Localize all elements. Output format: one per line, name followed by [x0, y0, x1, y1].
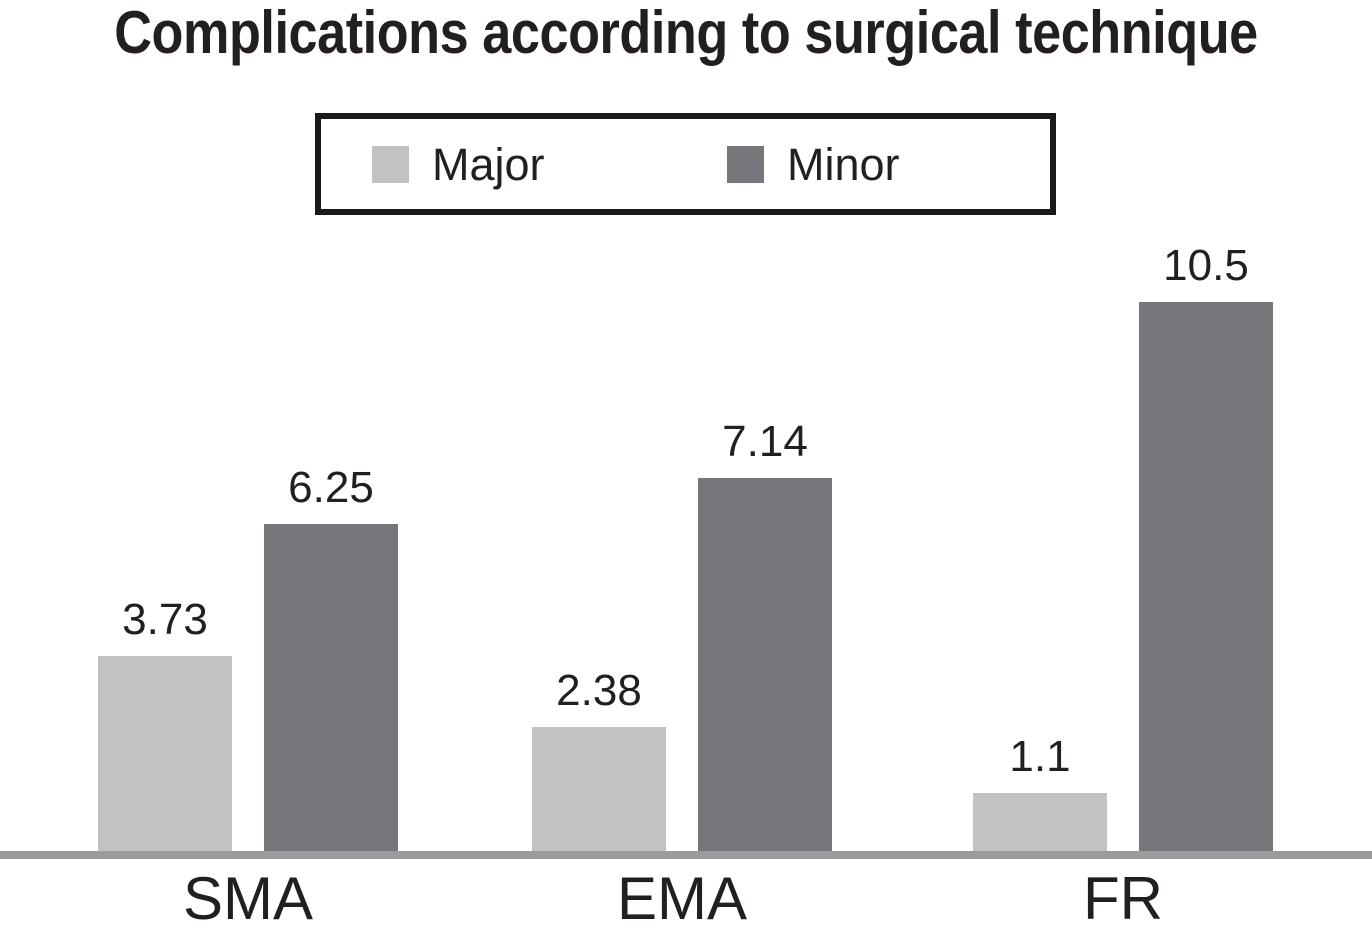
- legend-item-major: Major: [372, 119, 545, 209]
- legend-swatch-major-icon: [372, 145, 409, 183]
- value-label-major-fr: 1.1: [1009, 732, 1071, 781]
- legend-swatch-minor-icon: [727, 145, 764, 183]
- plot-area: 3.73 2.38 1.1 6.25 7.14 10.5: [98, 241, 1273, 851]
- value-label-minor-ema: 7.14: [722, 417, 808, 466]
- bar-major-fr: [973, 793, 1107, 851]
- legend-label-minor: Minor: [787, 138, 900, 190]
- bar-major-ema: [532, 727, 666, 851]
- bar-major-sma: [98, 656, 232, 851]
- legend-label-major: Major: [432, 138, 545, 190]
- bar-minor-sma: [264, 524, 398, 851]
- chart-title: Complications according to surgical tech…: [114, 0, 1258, 66]
- bar-minor-ema: [698, 478, 832, 851]
- legend-item-minor: Minor: [727, 119, 900, 209]
- category-label-fr: FR: [1083, 865, 1163, 932]
- value-label-major-ema: 2.38: [556, 666, 642, 715]
- value-label-major-sma: 3.73: [122, 595, 208, 644]
- value-label-minor-sma: 6.25: [288, 463, 374, 512]
- legend: Major Minor: [315, 113, 1056, 215]
- category-label-sma: SMA: [182, 865, 314, 932]
- x-axis-line: [0, 851, 1372, 859]
- category-label-ema: EMA: [616, 865, 748, 932]
- value-label-minor-fr: 10.5: [1163, 241, 1249, 290]
- bar-minor-fr: [1139, 302, 1273, 851]
